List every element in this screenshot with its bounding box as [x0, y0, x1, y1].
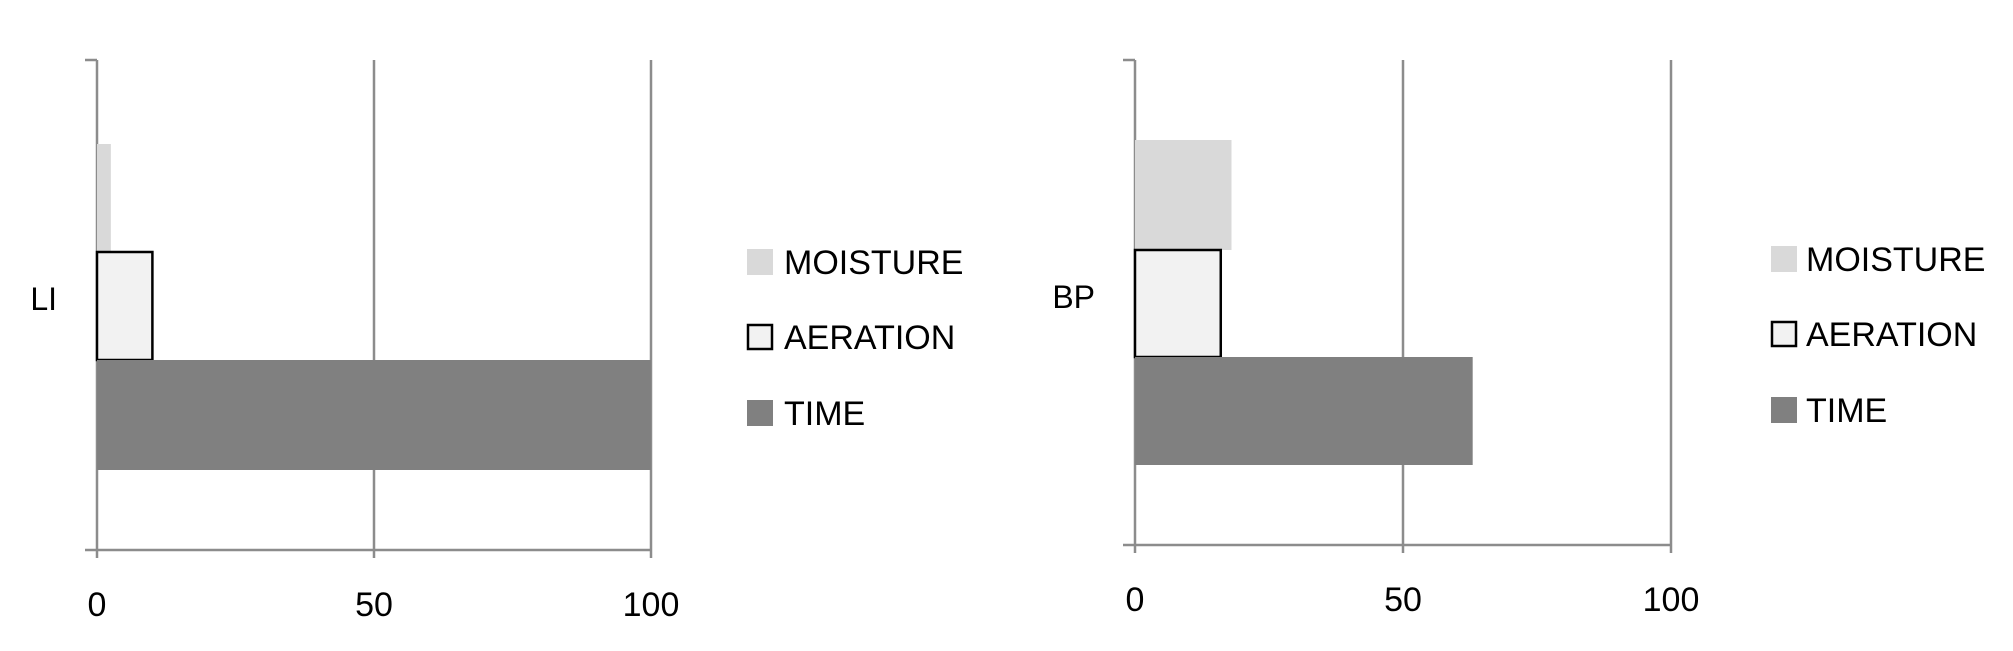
legend-label-aeration: AERATION: [784, 319, 955, 357]
bar-moisture: [97, 144, 111, 252]
legend-label-time: TIME: [784, 395, 865, 433]
category-label: LI: [30, 281, 57, 317]
legend-swatch-aeration: [1770, 320, 1798, 348]
chart-bp: 0 50 100 BP MOISTURE AERATION TIME: [1052, 58, 1985, 619]
bar-aeration: [95, 250, 154, 362]
legend-label-aeration: AERATION: [1806, 316, 1977, 354]
bar-time: [97, 360, 651, 470]
x-tick-label: 100: [1643, 581, 1700, 619]
legend-label-moisture: MOISTURE: [784, 244, 963, 282]
x-tick-label: 100: [623, 586, 680, 624]
x-tick-label: 50: [1384, 581, 1422, 619]
bar-time: [1135, 357, 1473, 465]
legend-label-moisture: MOISTURE: [1806, 241, 1985, 279]
x-tick-label: 50: [355, 586, 393, 624]
legend-swatch-moisture: [1771, 246, 1797, 272]
bar-aeration: [1133, 248, 1223, 359]
legend-swatch-time: [1771, 397, 1797, 423]
legend-swatch-aeration: [746, 323, 774, 351]
legend-swatch-moisture: [747, 249, 773, 275]
legend-label-time: TIME: [1806, 392, 1887, 430]
bar-moisture: [1135, 140, 1232, 250]
chart-li: 0 50 100 LI MOISTURE AERATION TIME: [30, 58, 963, 624]
x-tick-label: 0: [1126, 581, 1145, 619]
legend-swatch-time: [747, 400, 773, 426]
category-label: BP: [1052, 279, 1095, 315]
x-tick-label: 0: [88, 586, 107, 624]
